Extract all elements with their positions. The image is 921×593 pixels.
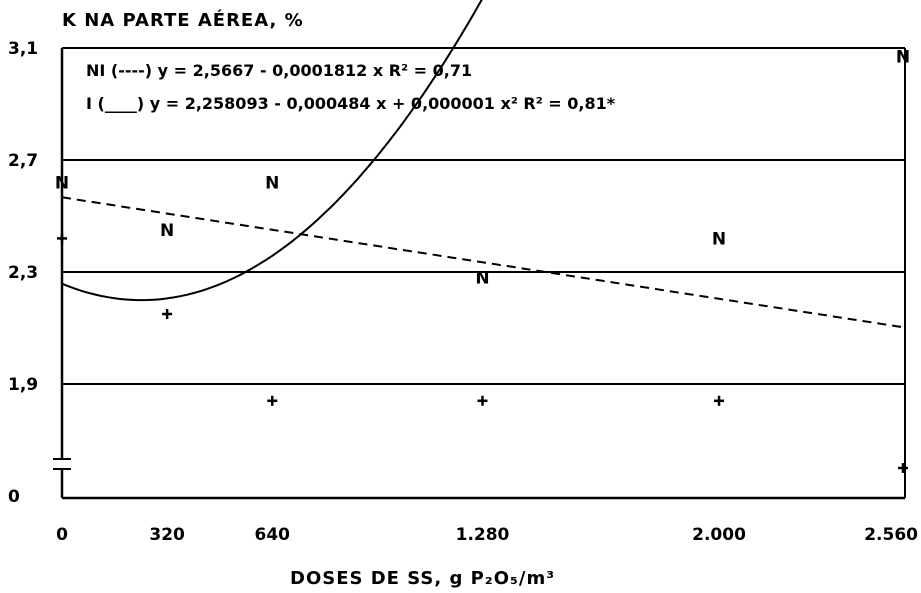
point-ni: N: [265, 173, 279, 193]
x-ticks: 0 320 640 1.280 2.000 2.560: [56, 525, 918, 545]
chart-title: K NA PARTE AÉREA, %: [62, 9, 304, 31]
point-ni: N: [160, 221, 174, 241]
curve-ni: [61, 196, 904, 329]
point-i: [162, 309, 173, 319]
y-tick-label: 3,1: [8, 39, 38, 59]
point-ni: N: [712, 229, 726, 249]
y-tick-label: 2,7: [8, 151, 38, 171]
equation-i: I (____) y = 2,258093 - 0,000484 x + 0,0…: [86, 94, 616, 113]
y-tick-label: 1,9: [8, 375, 38, 395]
x-tick-label: 1.280: [456, 525, 510, 545]
y-tick-label: 0: [8, 487, 20, 507]
gridlines: [62, 159, 905, 385]
point-i: [57, 233, 67, 244]
y-ticks: 3,1 2,7 2,3 1,9 0: [8, 39, 38, 507]
data-points: N N N N N N: [55, 47, 910, 473]
x-tick-label: 640: [255, 525, 291, 545]
point-i: [714, 395, 725, 406]
equation-ni: NI (----) y = 2,5667 - 0,0001812 x R² = …: [86, 61, 472, 80]
x-axis-label: DOSES DE SS, g P₂O₅/m³: [290, 568, 555, 589]
y-tick-label: 2,3: [8, 263, 38, 283]
point-ni: N: [55, 173, 69, 193]
x-tick-label: 2.000: [692, 525, 746, 545]
point-i: [267, 395, 278, 406]
point-ni: N: [475, 269, 489, 289]
point-ni: N: [896, 47, 910, 67]
regression-curves: [61, 0, 904, 329]
x-tick-label: 0: [56, 525, 68, 545]
point-i: [898, 463, 908, 473]
x-tick-label: 320: [149, 525, 185, 545]
x-tick-label: 2.560: [864, 525, 918, 545]
curve-i: [61, 0, 483, 302]
point-i: [477, 395, 488, 406]
plot-frame: [53, 47, 906, 500]
